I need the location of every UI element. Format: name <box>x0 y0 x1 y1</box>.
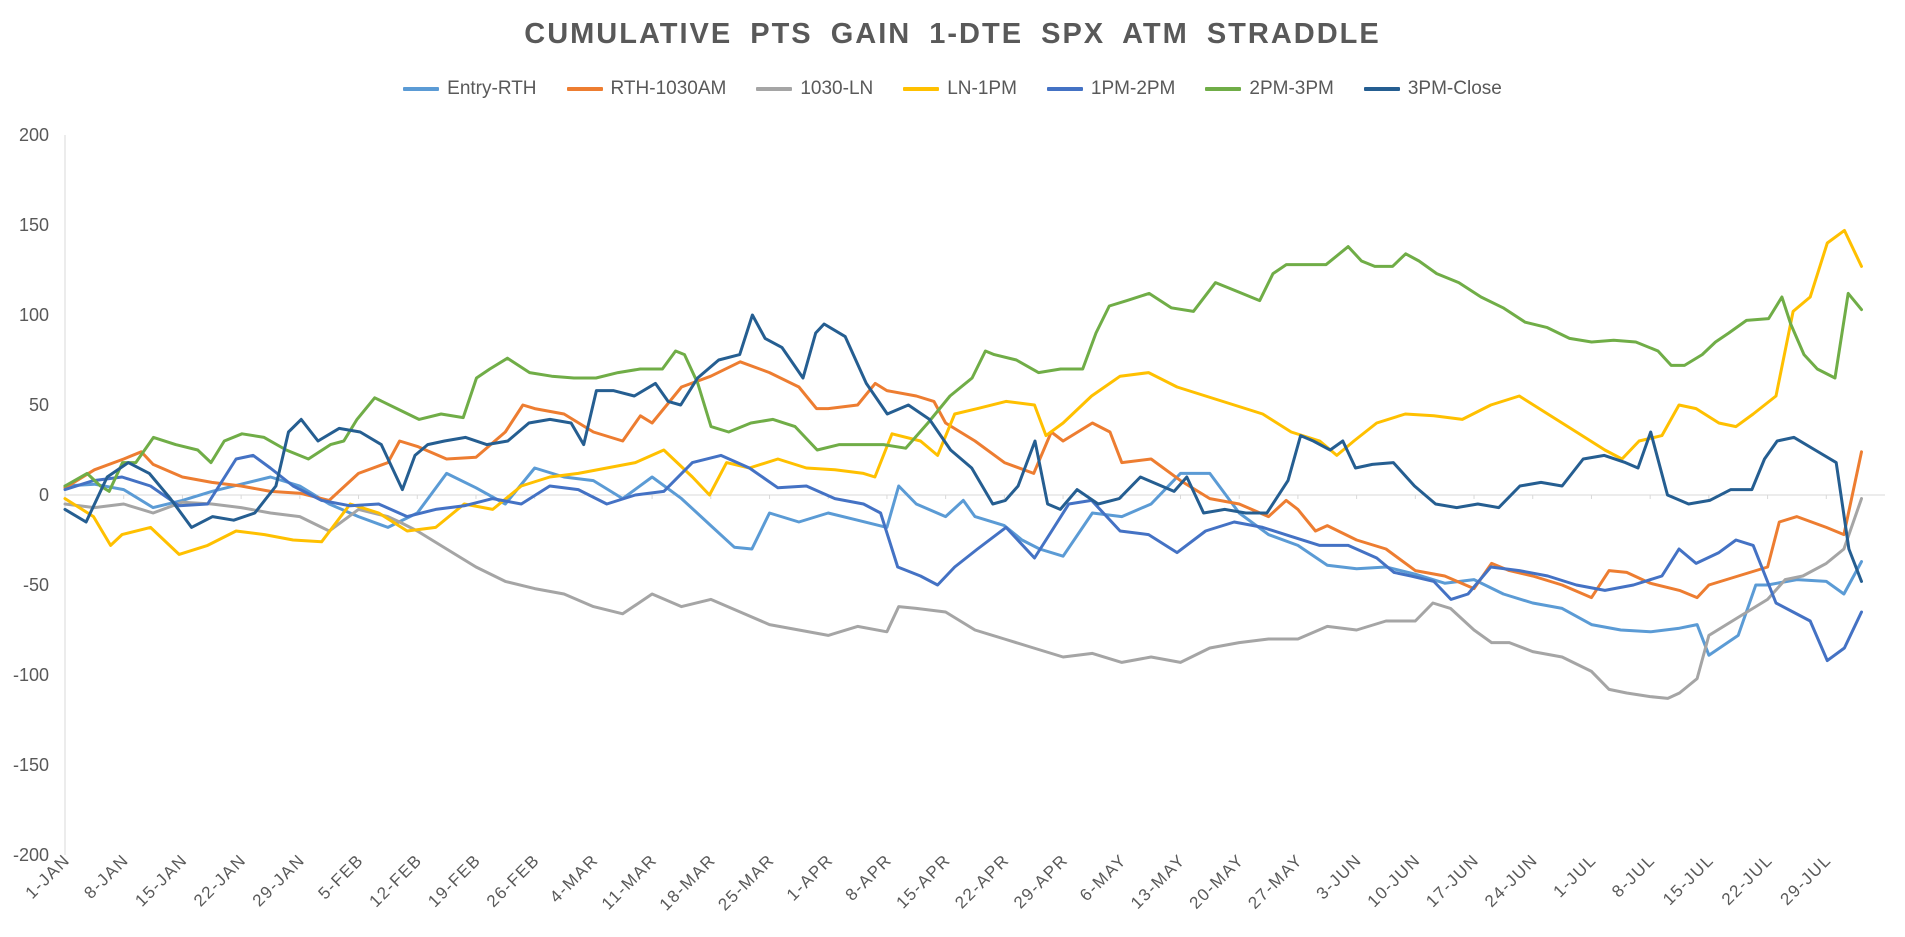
x-tick-label: 1-APR <box>783 850 837 904</box>
y-tick-label: 150 <box>19 215 49 235</box>
y-tick-label: -100 <box>13 665 49 685</box>
legend-swatch <box>903 87 940 91</box>
series-line <box>63 497 1863 700</box>
y-tick-label: 50 <box>29 395 49 415</box>
x-tick-label: 15-JUL <box>1659 850 1718 909</box>
x-tick-label: 10-JUN <box>1364 850 1425 911</box>
x-tick-label: 29-JUL <box>1777 850 1836 909</box>
legend-label: RTH-1030AM <box>610 78 727 99</box>
x-tick-label: 29-JAN <box>249 850 309 910</box>
legend-swatch <box>1363 87 1400 91</box>
chart-legend: Entry-RTH RTH-1030AM 1030-LN LN-1PM 1PM-2PM 2… <box>0 78 1905 100</box>
series-line <box>63 245 1863 493</box>
legend-item: Entry-RTH <box>403 78 537 100</box>
y-tick-label: 0 <box>39 485 49 505</box>
x-tick-label: 8-APR <box>842 850 896 904</box>
x-tick-label: 15-JAN <box>131 850 191 910</box>
x-tick-label: 26-FEB <box>483 850 544 911</box>
x-tick-label: 12-FEB <box>366 850 427 911</box>
series-line <box>63 360 1863 600</box>
x-tick-label: 22-JUL <box>1718 850 1777 909</box>
legend-swatch <box>1046 87 1083 91</box>
x-tick-label: 22-JAN <box>190 850 250 910</box>
x-tick-label: 25-MAR <box>714 850 778 914</box>
legend-label: 3PM-Close <box>1407 78 1502 99</box>
legend-label: LN-1PM <box>947 78 1017 99</box>
x-tick-label: 27-MAY <box>1244 850 1306 912</box>
legend-label: Entry-RTH <box>447 78 537 99</box>
x-tick-label: 29-APR <box>1010 850 1072 912</box>
x-tick-label: 11-MAR <box>598 850 661 913</box>
series-line <box>63 453 1863 663</box>
legend-swatch <box>756 87 793 91</box>
legend-item: RTH-1030AM <box>566 78 727 100</box>
x-tick-label: 8-JUL <box>1608 850 1659 901</box>
legend-label: 2PM-3PM <box>1249 78 1334 99</box>
x-tick-label: 18-MAR <box>656 850 720 914</box>
x-tick-label: 20-MAY <box>1186 850 1248 912</box>
x-tick-label: 6-MAY <box>1076 850 1131 905</box>
chart-title: CUMULATIVE PTS GAIN 1-DTE SPX ATM STRADD… <box>524 18 1381 50</box>
series-line <box>63 228 1863 556</box>
y-tick-label: -200 <box>13 845 49 865</box>
x-tick-label: 13-MAY <box>1127 850 1189 912</box>
x-tick-label: 5-FEB <box>315 850 368 903</box>
legend-item: 1PM-2PM <box>1046 78 1176 100</box>
x-tick-label: 15-APR <box>893 850 955 912</box>
x-tick-label: 19-FEB <box>424 850 485 911</box>
legend-item: LN-1PM <box>903 78 1017 100</box>
y-tick-label: 200 <box>19 125 49 145</box>
y-tick-label: -50 <box>23 575 49 595</box>
y-tick-label: 100 <box>19 305 49 325</box>
x-tick-label: 24-JUN <box>1481 850 1542 911</box>
x-tick-label: 8-JAN <box>80 850 132 902</box>
x-tick-label: 3-JUN <box>1313 850 1366 903</box>
x-tick-label: 17-JUN <box>1422 850 1483 911</box>
y-tick-label: -150 <box>13 755 49 775</box>
x-tick-label: 4-MAR <box>546 850 602 906</box>
legend-item: 3PM-Close <box>1363 78 1502 100</box>
legend-swatch <box>403 87 440 91</box>
legend-item: 1030-LN <box>756 78 873 100</box>
x-tick-label: 1-JUL <box>1549 850 1600 901</box>
legend-swatch <box>566 87 603 91</box>
legend-item: 2PM-3PM <box>1205 78 1334 100</box>
x-tick-label: 22-APR <box>951 850 1013 912</box>
legend-label: 1030-LN <box>800 78 874 99</box>
legend-label: 1PM-2PM <box>1090 78 1176 99</box>
series-line <box>63 313 1863 583</box>
legend-swatch <box>1205 87 1242 91</box>
